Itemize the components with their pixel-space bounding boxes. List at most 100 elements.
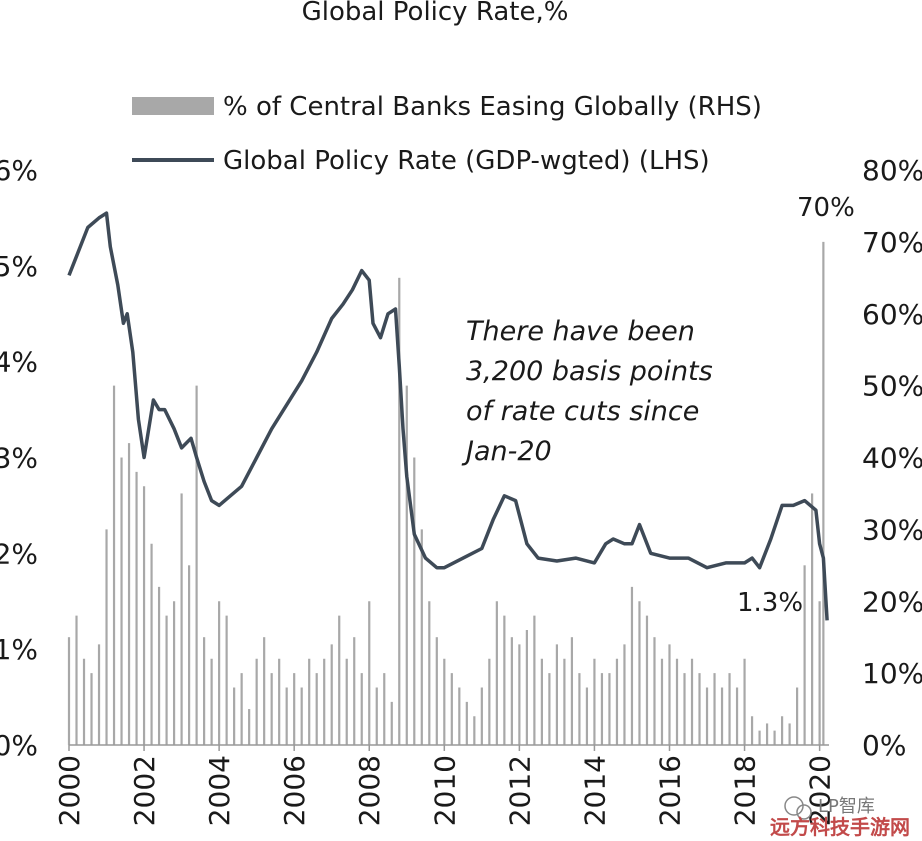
wechat-icon bbox=[784, 796, 804, 816]
easing-bar bbox=[338, 615, 341, 745]
left-tick-label: 0% bbox=[0, 729, 38, 762]
easing-bar bbox=[187, 565, 191, 745]
easing-bar bbox=[368, 601, 371, 745]
easing-bar bbox=[533, 615, 536, 745]
x-tick-label: 2006 bbox=[278, 755, 311, 826]
easing-bar bbox=[90, 673, 93, 745]
easing-bar bbox=[120, 457, 123, 745]
easing-bar bbox=[660, 658, 664, 745]
easing-bar bbox=[203, 637, 206, 745]
x-tick-label: 2004 bbox=[203, 755, 236, 826]
x-axis-ticks: 2000 2002 2004 2006 2008 2010 2012 2014 2016 2018… bbox=[53, 745, 837, 826]
watermark-line-2: 远方科技手游网 bbox=[770, 815, 910, 839]
easing-bar bbox=[578, 673, 581, 745]
x-tick-label: 2012 bbox=[503, 755, 536, 826]
x-tick-label: 2014 bbox=[578, 755, 611, 826]
easing-bar bbox=[330, 644, 333, 745]
right-tick-label: 60% bbox=[862, 298, 922, 331]
easing-bar bbox=[443, 658, 446, 745]
easing-bar bbox=[488, 658, 491, 745]
easing-bar bbox=[127, 443, 131, 745]
right-tick-label: 10% bbox=[862, 657, 922, 690]
easing-bar bbox=[765, 723, 769, 745]
x-tick-label: 2008 bbox=[353, 755, 386, 826]
easing-bar bbox=[608, 673, 611, 745]
right-tick-label: 40% bbox=[862, 442, 922, 475]
right-axis-ticks: 0% 10% 20% 30% 40% 50% 60% 70% 80% bbox=[862, 154, 922, 762]
easing-bar bbox=[323, 658, 326, 745]
easing-bar bbox=[668, 644, 671, 745]
easing-bar bbox=[248, 709, 251, 745]
easing-bar bbox=[67, 637, 71, 745]
easing-bar bbox=[645, 615, 649, 745]
annotation: There have been 3,200 basis points of ra… bbox=[461, 316, 713, 467]
easing-bar bbox=[525, 630, 528, 745]
easing-bar bbox=[420, 529, 423, 745]
easing-bar bbox=[480, 687, 483, 745]
easing-bar bbox=[465, 701, 468, 745]
easing-bar bbox=[97, 644, 101, 745]
easing-bar bbox=[780, 716, 784, 745]
easing-bar bbox=[300, 687, 303, 745]
legend-label-policy-rate: Global Policy Rate (GDP-wgted) (LHS) bbox=[223, 146, 710, 176]
easing-bar bbox=[383, 673, 386, 745]
wechat-icon-small bbox=[796, 804, 812, 820]
easing-bar bbox=[240, 673, 243, 745]
easing-bar bbox=[405, 385, 408, 745]
easing-bar bbox=[360, 673, 363, 745]
left-tick-label: 2% bbox=[0, 537, 38, 570]
line-end-label: 1.3% bbox=[737, 588, 803, 618]
easing-bar bbox=[218, 601, 221, 745]
easing-bar bbox=[315, 673, 318, 745]
easing-bar bbox=[570, 637, 574, 745]
left-tick-label: 5% bbox=[0, 250, 38, 283]
easing-bar bbox=[75, 615, 78, 745]
easing-bars bbox=[67, 241, 825, 745]
easing-bar bbox=[803, 565, 806, 745]
x-tick-label: 2010 bbox=[428, 755, 461, 826]
easing-bar bbox=[172, 601, 176, 745]
easing-bar bbox=[135, 471, 138, 745]
easing-bar bbox=[345, 658, 348, 745]
right-tick-label: 50% bbox=[862, 370, 922, 403]
easing-bar bbox=[653, 637, 656, 745]
easing-bar bbox=[150, 543, 153, 745]
easing-bar bbox=[720, 687, 724, 745]
easing-bar bbox=[375, 687, 378, 745]
easing-bar bbox=[735, 687, 739, 745]
easing-bar bbox=[390, 701, 393, 745]
legend: % of Central Banks Easing Globally (RHS)… bbox=[132, 92, 762, 176]
easing-bar bbox=[353, 637, 356, 745]
easing-bar bbox=[638, 601, 641, 745]
easing-bar bbox=[600, 673, 604, 745]
easing-bar bbox=[563, 658, 566, 745]
left-tick-label: 4% bbox=[0, 346, 38, 379]
x-tick-label: 2002 bbox=[128, 755, 161, 826]
easing-bar bbox=[548, 673, 551, 745]
easing-bar bbox=[630, 586, 634, 745]
easing-bar bbox=[398, 277, 401, 745]
left-tick-label: 1% bbox=[0, 633, 38, 666]
easing-bar bbox=[473, 716, 476, 745]
annotation-line-2: 3,200 basis points bbox=[466, 356, 713, 387]
bar-peak-label: 70% bbox=[797, 193, 855, 223]
easing-bar bbox=[413, 457, 416, 745]
policy-rate-line bbox=[67, 211, 829, 621]
chart-title: Global Policy Rate,% bbox=[302, 0, 569, 27]
easing-bar bbox=[255, 658, 258, 745]
easing-bar bbox=[510, 637, 513, 745]
right-tick-label: 20% bbox=[862, 585, 922, 618]
easing-bar bbox=[278, 658, 281, 745]
easing-bar bbox=[435, 637, 438, 745]
easing-bar bbox=[82, 658, 86, 745]
easing-bar bbox=[308, 658, 311, 745]
easing-bar bbox=[758, 730, 761, 745]
annotation-line-3: of rate cuts since bbox=[466, 396, 699, 427]
right-tick-label: 70% bbox=[862, 226, 922, 259]
x-tick-label: 2020 bbox=[804, 755, 837, 826]
easing-bar bbox=[293, 673, 296, 745]
easing-bar bbox=[811, 493, 814, 745]
easing-bar bbox=[450, 673, 453, 745]
easing-bar bbox=[555, 644, 559, 745]
